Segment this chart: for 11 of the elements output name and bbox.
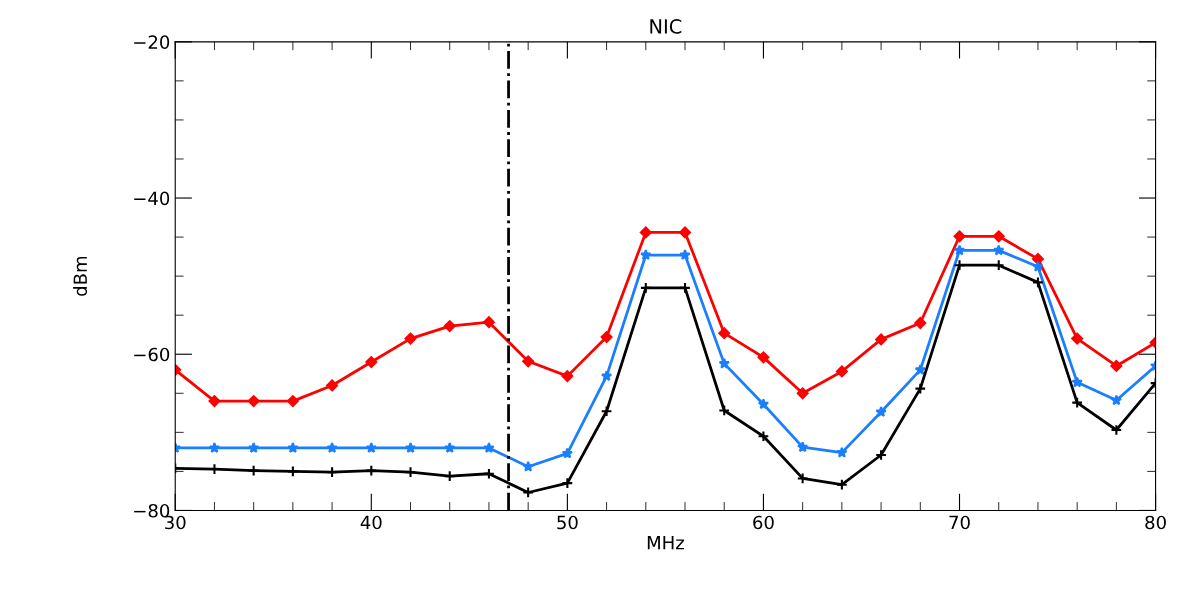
y-tick-label: −60 xyxy=(134,347,170,362)
x-tick-label: 50 xyxy=(557,515,578,530)
x-tick-label: 80 xyxy=(1145,515,1166,530)
y-axis-title: dBm xyxy=(73,256,88,296)
x-axis-title: MHz xyxy=(647,536,684,550)
y-tick-label: −40 xyxy=(134,191,170,206)
chart-title: NIC xyxy=(650,19,682,34)
x-tick-label: 60 xyxy=(753,515,774,530)
y-tick-label: −20 xyxy=(134,35,170,49)
x-tick-label: 40 xyxy=(360,515,382,530)
x-tick-label: 70 xyxy=(949,515,970,530)
